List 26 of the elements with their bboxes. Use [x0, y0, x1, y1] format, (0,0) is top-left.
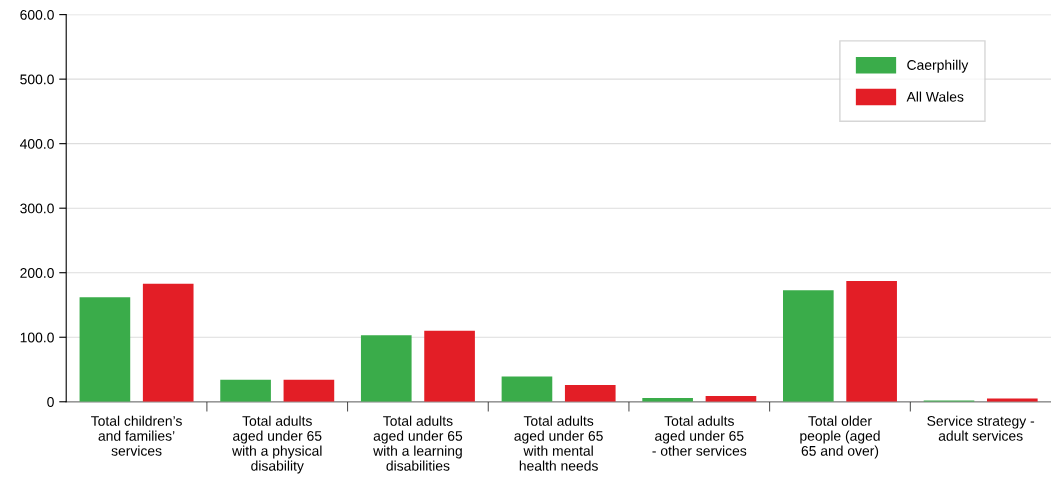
x-tick-label: Service strategy - adult services [927, 415, 1035, 441]
bar [846, 281, 897, 402]
bar [220, 379, 271, 402]
x-tick-label: Total adults aged under 65 with mental health needs [514, 415, 603, 471]
y-tick-label: 500.0 [20, 74, 54, 85]
x-tick-label: Total adults aged under 65 - other services [652, 415, 747, 456]
bar [360, 335, 412, 402]
y-tick-label: 600.0 [20, 9, 54, 20]
bar [501, 376, 553, 402]
x-tick-label: Total adults aged under 65 with a learning disabilities [373, 415, 463, 471]
bar [142, 283, 194, 402]
y-tick-label: 400.0 [19, 139, 54, 149]
bar [564, 385, 616, 402]
bar [79, 297, 131, 402]
x-tick-label: Total adults aged under 65 with a physical disability [232, 415, 322, 474]
bar [783, 290, 834, 402]
bar [283, 379, 335, 402]
legend-label: Caerphilly [907, 59, 969, 73]
y-tick-label: 200.0 [20, 268, 54, 278]
bar [424, 330, 475, 402]
x-tick-label: Total children’s and families’ services [91, 415, 182, 456]
y-tick-label: 300.0 [20, 203, 54, 214]
legend-label: All Wales [906, 91, 964, 102]
y-tick-label: 0 [47, 397, 54, 407]
x-tick-label: Total older people (aged 65 and over) [800, 415, 880, 459]
y-tick-label: 100.0 [20, 332, 54, 343]
